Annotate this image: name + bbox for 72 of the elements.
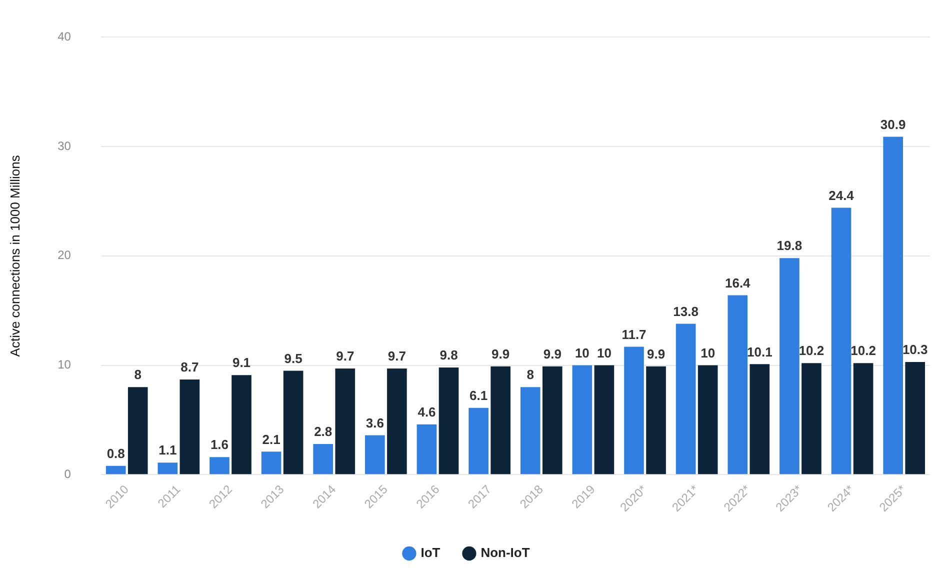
data-label: 9.9	[543, 346, 562, 362]
data-label: 1.6	[210, 437, 229, 452]
bar	[180, 379, 200, 474]
y-tick-label: 10	[58, 358, 72, 372]
data-label: 10	[700, 345, 716, 360]
bar	[210, 457, 230, 474]
data-label: 10.2	[798, 343, 824, 358]
bar	[106, 466, 126, 474]
data-label: 8	[134, 367, 142, 382]
bar	[853, 363, 874, 474]
data-label: 9.9	[646, 346, 666, 362]
data-label: 0.8	[106, 446, 125, 461]
data-label: 9.5	[284, 350, 302, 366]
y-tick-label: 20	[58, 248, 72, 262]
bar	[802, 363, 822, 474]
bar	[335, 368, 356, 474]
data-label: 10.1	[747, 344, 772, 360]
bar	[831, 208, 852, 474]
legend-label: IoT	[420, 545, 440, 560]
legend-label: Non-IoT	[480, 545, 530, 560]
data-label: 19.8	[776, 238, 802, 254]
bar	[365, 435, 385, 474]
bar	[728, 295, 748, 474]
bar	[520, 387, 540, 474]
data-label: 9.8	[440, 348, 458, 363]
y-tick-label: 40	[58, 30, 72, 44]
data-label: 24.4	[828, 188, 855, 203]
data-label: 10	[574, 345, 590, 360]
data-label: 2.8	[314, 424, 332, 440]
data-label: 2.1	[262, 432, 280, 447]
bar	[624, 346, 644, 474]
bar	[490, 366, 510, 474]
bar	[883, 136, 903, 474]
bar	[387, 368, 407, 474]
data-label: 8	[526, 367, 534, 382]
data-label: 9.1	[232, 355, 251, 370]
data-label: 30.9	[880, 116, 906, 132]
bar	[646, 366, 666, 474]
bar	[416, 424, 437, 474]
data-label: 11.7	[622, 326, 646, 342]
data-label: 9.9	[492, 346, 510, 362]
bar	[905, 362, 926, 474]
data-label: 8.7	[180, 360, 199, 375]
data-label: 10.2	[850, 343, 876, 358]
bar	[128, 387, 148, 474]
bar	[750, 364, 770, 474]
data-label: 1.1	[158, 442, 177, 458]
data-label: 4.6	[418, 404, 436, 420]
bar	[780, 258, 800, 474]
bar	[283, 370, 304, 474]
y-axis-title: Active connections in 1000 Millions	[7, 154, 22, 357]
bar	[261, 452, 282, 474]
bar	[158, 462, 178, 474]
y-tick-label: 30	[58, 138, 72, 153]
data-label: 10.3	[902, 342, 928, 358]
data-label: 3.6	[366, 415, 384, 430]
bar	[438, 367, 459, 474]
bar	[676, 324, 696, 474]
data-label: 9.7	[388, 348, 406, 364]
y-tick-label: 0	[64, 466, 72, 481]
bar	[313, 444, 334, 474]
data-label: 16.4	[724, 275, 752, 290]
bar	[572, 365, 592, 474]
data-label: 6.1	[470, 388, 488, 404]
bar	[698, 365, 718, 474]
bar	[542, 366, 562, 474]
bar	[594, 365, 614, 474]
bar	[468, 408, 488, 474]
bar	[232, 375, 252, 474]
data-label: 13.8	[673, 304, 698, 319]
data-label: 10	[596, 345, 612, 360]
data-label: 9.7	[336, 348, 354, 364]
